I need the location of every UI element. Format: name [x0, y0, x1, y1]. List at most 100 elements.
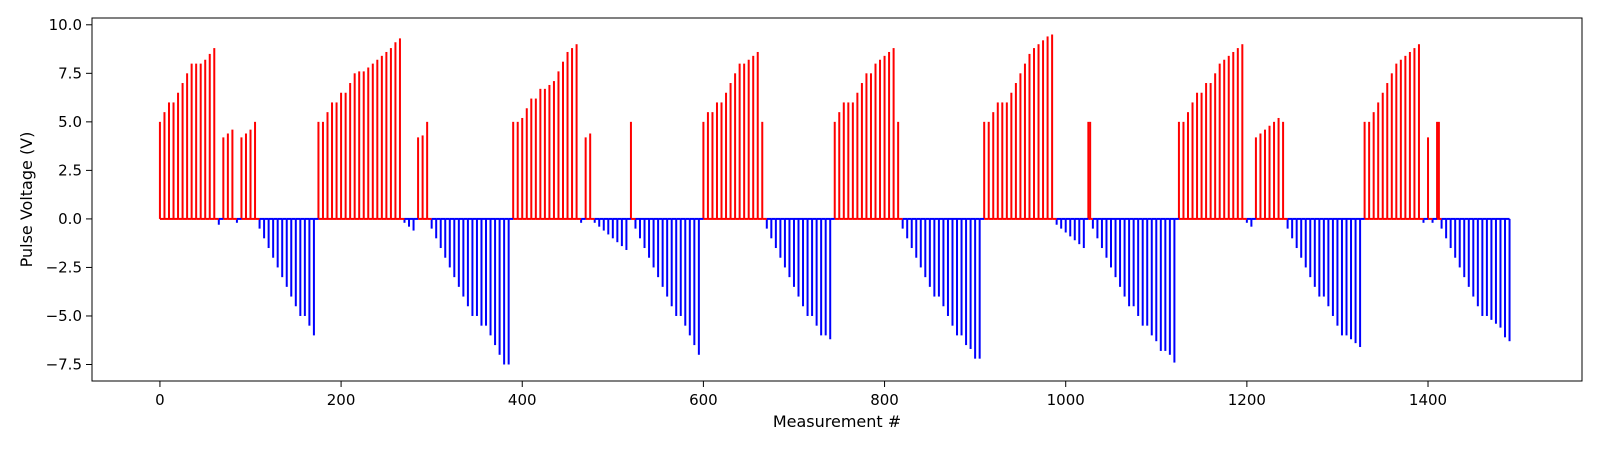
bar-1-107: [1123, 218, 1126, 297]
bar-1-27: [471, 218, 474, 316]
bar-0-114: [1209, 83, 1212, 219]
bar-0-128: [1282, 121, 1285, 219]
bar-1-61: [770, 218, 773, 239]
bar-1-95: [1064, 218, 1067, 233]
bar-0-9: [199, 63, 202, 219]
bar-0-63: [715, 102, 718, 219]
bar-1-8: [285, 218, 288, 287]
bar-0-52: [557, 71, 560, 219]
bar-0-111: [1196, 92, 1199, 219]
bar-0-27: [349, 83, 352, 219]
bar-1-28: [475, 218, 478, 316]
bar-0-4: [177, 92, 180, 219]
bar-0-112: [1200, 92, 1203, 219]
bar-0-0: [158, 121, 161, 219]
bar-0-119: [1232, 51, 1235, 219]
bar-0-118: [1227, 55, 1230, 219]
bars-layer: [158, 34, 1511, 365]
bar-1-67: [797, 218, 800, 297]
bar-0-17: [244, 133, 247, 219]
bar-0-136: [1395, 63, 1398, 219]
bar-0-71: [752, 55, 755, 219]
bar-0-62: [711, 112, 714, 219]
bar-1-63: [779, 218, 782, 258]
bar-1-18: [430, 218, 433, 229]
bar-1-81: [928, 218, 931, 287]
bar-0-67: [734, 73, 737, 219]
bar-0-19: [254, 121, 257, 219]
y-tick-label: 10.0: [49, 16, 82, 34]
bar-1-110: [1137, 218, 1140, 316]
bar-1-26: [466, 218, 469, 307]
bar-1-10: [294, 218, 297, 307]
bar-0-11: [208, 53, 211, 219]
bar-0-138: [1404, 55, 1407, 219]
bar-0-89: [983, 121, 986, 219]
bar-1-145: [1463, 218, 1466, 278]
bar-0-72: [756, 51, 759, 219]
bar-1-127: [1313, 218, 1316, 287]
bar-0-100: [1033, 48, 1036, 219]
bar-1-140: [1440, 218, 1443, 229]
bar-1-7: [281, 218, 284, 278]
x-tick-label: 800: [870, 391, 899, 409]
bar-1-112: [1146, 218, 1149, 326]
bar-1-91: [974, 218, 977, 359]
bar-0-125: [1268, 125, 1271, 219]
bar-1-99: [1082, 218, 1085, 249]
bar-0-36: [389, 48, 392, 219]
x-axis-label: Measurement #: [773, 412, 901, 431]
bar-0-93: [1001, 102, 1004, 219]
bar-0-97: [1019, 73, 1022, 219]
bar-1-48: [648, 218, 651, 258]
bar-1-78: [915, 218, 918, 258]
bar-0-31: [367, 67, 370, 219]
y-tick-label: 5.0: [58, 113, 82, 131]
bar-0-2: [167, 102, 170, 219]
bar-0-91: [992, 112, 995, 219]
bar-0-134: [1386, 83, 1389, 219]
bar-1-15: [403, 218, 406, 223]
bar-0-105: [1087, 121, 1090, 219]
bar-1-9: [290, 218, 293, 297]
bar-1-147: [1472, 218, 1475, 297]
bar-0-130: [1368, 121, 1371, 219]
bar-0-39: [417, 137, 420, 219]
bar-0-51: [552, 81, 555, 219]
x-tick-label: 1200: [1228, 391, 1266, 409]
bar-1-142: [1449, 218, 1452, 249]
bar-0-24: [335, 102, 338, 219]
bar-0-18: [249, 129, 252, 219]
bar-1-76: [906, 218, 909, 239]
bar-1-59: [697, 218, 700, 355]
bar-1-56: [684, 218, 687, 326]
bar-0-79: [856, 92, 859, 219]
bar-1-83: [937, 218, 940, 297]
bar-0-55: [571, 48, 574, 219]
bar-1-151: [1490, 218, 1493, 320]
bar-0-80: [860, 83, 863, 219]
bar-0-30: [362, 71, 365, 219]
bar-0-92: [996, 102, 999, 219]
bar-1-32: [494, 218, 497, 346]
bar-1-79: [919, 218, 922, 268]
bar-1-154: [1504, 218, 1507, 338]
bar-1-102: [1100, 218, 1103, 249]
bar-0-26: [344, 92, 347, 219]
bar-1-50: [657, 218, 660, 278]
bar-0-14: [226, 133, 229, 219]
bar-1-22: [448, 218, 451, 268]
bar-1-105: [1114, 218, 1117, 278]
bar-0-77: [847, 102, 850, 219]
bar-1-36: [580, 218, 583, 223]
bar-1-89: [965, 218, 968, 346]
bar-0-47: [534, 98, 537, 219]
bar-1-23: [453, 218, 456, 278]
bar-1-148: [1476, 218, 1479, 307]
bar-0-74: [833, 121, 836, 219]
bar-1-74: [829, 218, 832, 340]
bar-0-129: [1363, 121, 1366, 219]
bar-1-58: [693, 218, 696, 346]
bar-1-126: [1309, 218, 1312, 278]
